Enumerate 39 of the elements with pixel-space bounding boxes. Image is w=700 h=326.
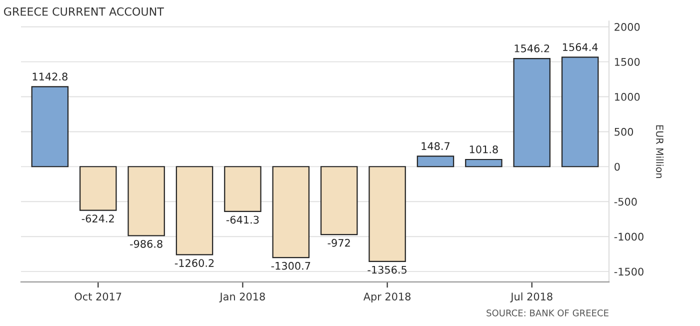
x-tick-label: Oct 2017 xyxy=(74,292,122,300)
y-tick-label: -500 xyxy=(614,198,637,206)
bar xyxy=(561,56,599,168)
y-tick-label: 1500 xyxy=(615,58,640,66)
x-tick-label: Jul 2018 xyxy=(510,292,552,302)
y-tick-label: 2000 xyxy=(614,23,640,31)
y-tick-label: 1000 xyxy=(615,92,640,101)
data-label: 1142.8 xyxy=(32,72,68,81)
x-tick-label: Apr 2018 xyxy=(363,292,411,302)
bar xyxy=(31,86,69,168)
data-label: -986.8 xyxy=(130,240,162,248)
data-label: -1356.5 xyxy=(368,266,406,274)
source-note: SOURCE: BANK OF GREECE xyxy=(486,310,608,316)
bar xyxy=(416,156,454,168)
x-tick-label: Jan 2018 xyxy=(219,292,265,302)
data-label: 1564.4 xyxy=(563,43,598,52)
data-label: 1546.2 xyxy=(514,44,550,52)
y-axis-title: EUR Million xyxy=(656,125,664,178)
chart-title: GREECE CURRENT ACCOUNT xyxy=(4,7,164,16)
bar xyxy=(272,166,310,258)
bar xyxy=(79,166,117,211)
bar xyxy=(176,166,214,256)
data-label: 148.7 xyxy=(422,142,450,150)
bar xyxy=(320,166,358,236)
data-label: -1260.2 xyxy=(174,259,214,267)
bar xyxy=(465,158,502,168)
bar xyxy=(128,166,165,236)
y-tick-label: 500 xyxy=(614,128,634,136)
data-label: -641.3 xyxy=(226,216,259,224)
data-label: -624.2 xyxy=(82,214,114,222)
y-tick-label: 0 xyxy=(614,162,620,171)
y-tick-label: -1000 xyxy=(614,232,644,241)
y-tick-label: -1500 xyxy=(614,268,644,276)
data-label: -972 xyxy=(328,238,350,247)
data-label: 101.8 xyxy=(470,145,498,154)
bar xyxy=(224,166,262,212)
bar xyxy=(368,166,406,262)
bar xyxy=(513,58,551,168)
data-label: -1300.7 xyxy=(271,262,310,270)
